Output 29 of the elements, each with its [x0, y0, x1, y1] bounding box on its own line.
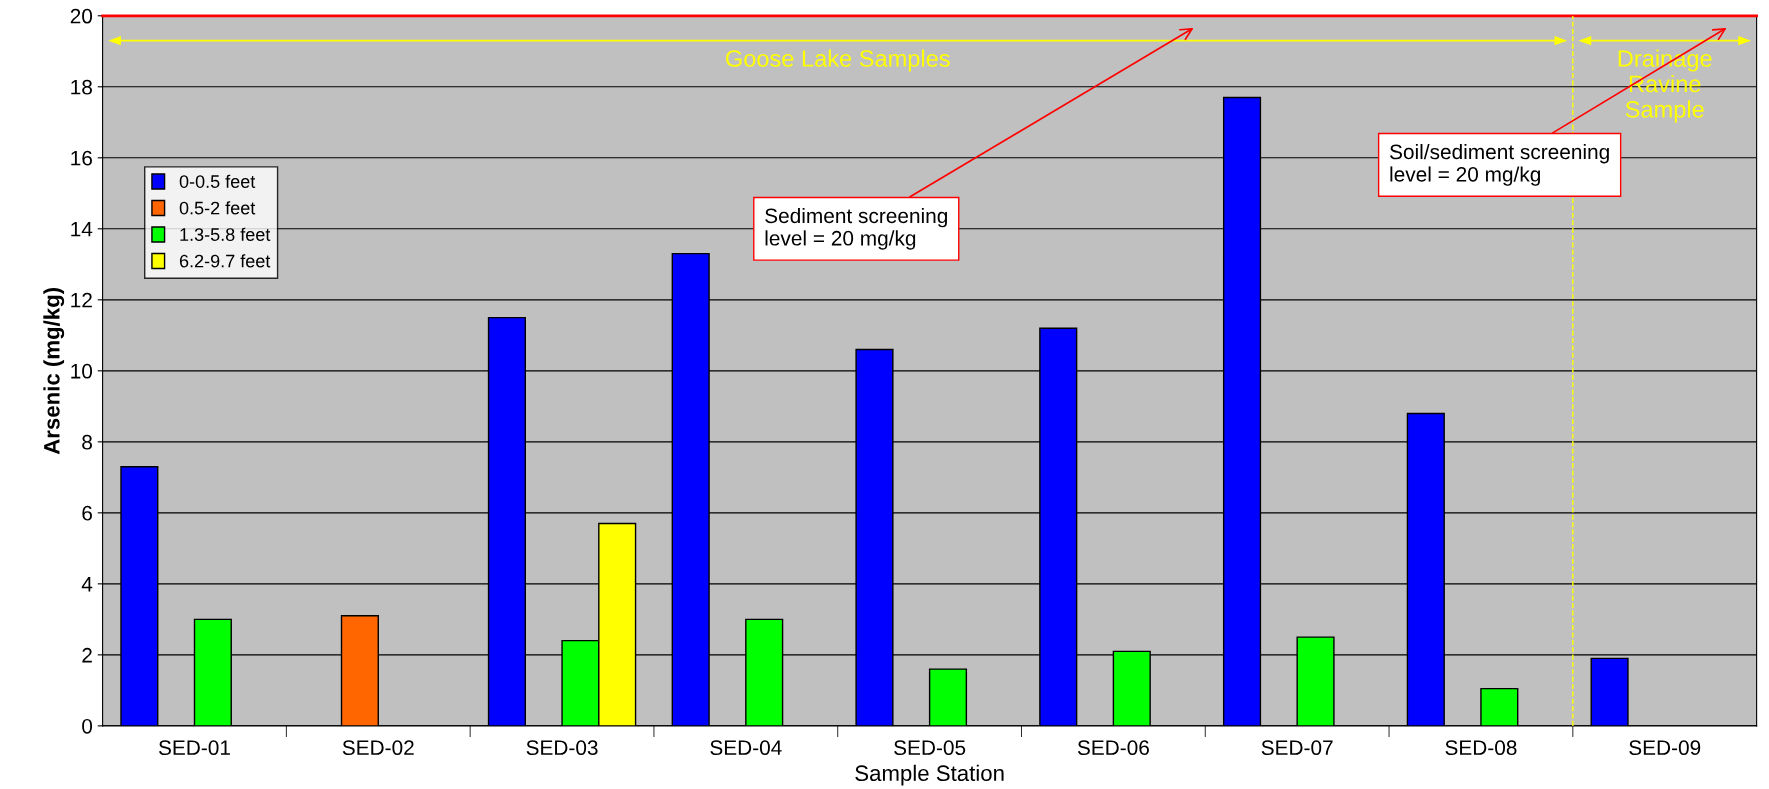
- x-tick-label: SED-05: [894, 740, 966, 756]
- y-tick-label: 4: [81, 577, 93, 592]
- y-tick-label: 18: [71, 79, 92, 95]
- x-tick-label: SED-07: [1261, 740, 1333, 756]
- annotation: Soil/sediment screening level = 20 mg/kg: [1390, 143, 1609, 186]
- x-tick-label: SED-08: [1445, 740, 1517, 756]
- legend-label: 6.2-9.7 feet: [179, 254, 271, 268]
- y-tick-label: 0: [82, 718, 93, 734]
- legend-label: 0-0.5 feet: [179, 174, 256, 188]
- legend-label: 1.3-5.8 feet: [180, 227, 271, 241]
- x-tick-label: SED-03: [526, 740, 598, 756]
- x-tick-label: SED-09: [1629, 740, 1701, 756]
- x-tick-label: SED-04: [710, 740, 782, 756]
- y-axis-title: Arsenic (mg/kg): [43, 287, 65, 455]
- y-tick-label: 14: [71, 222, 93, 237]
- y-tick-label: 12: [71, 292, 92, 308]
- y-tick-label: 16: [71, 150, 92, 166]
- x-axis-title: Sample Station: [855, 764, 1004, 786]
- annotation: Goose Lake Samples: [726, 49, 950, 72]
- annotation: Sediment screening level = 20 mg/kg: [765, 207, 947, 250]
- legend-label: 0.5-2 feet: [179, 201, 256, 215]
- y-tick-label: 20: [70, 8, 93, 24]
- x-tick-label: SED-01: [158, 740, 230, 756]
- y-tick-label: 10: [71, 363, 93, 379]
- x-tick-label: SED-02: [342, 740, 414, 756]
- y-tick-label: 8: [82, 434, 92, 450]
- y-tick-label: 2: [82, 647, 92, 663]
- y-tick-label: 6: [82, 505, 92, 521]
- x-tick-label: SED-06: [1077, 740, 1149, 756]
